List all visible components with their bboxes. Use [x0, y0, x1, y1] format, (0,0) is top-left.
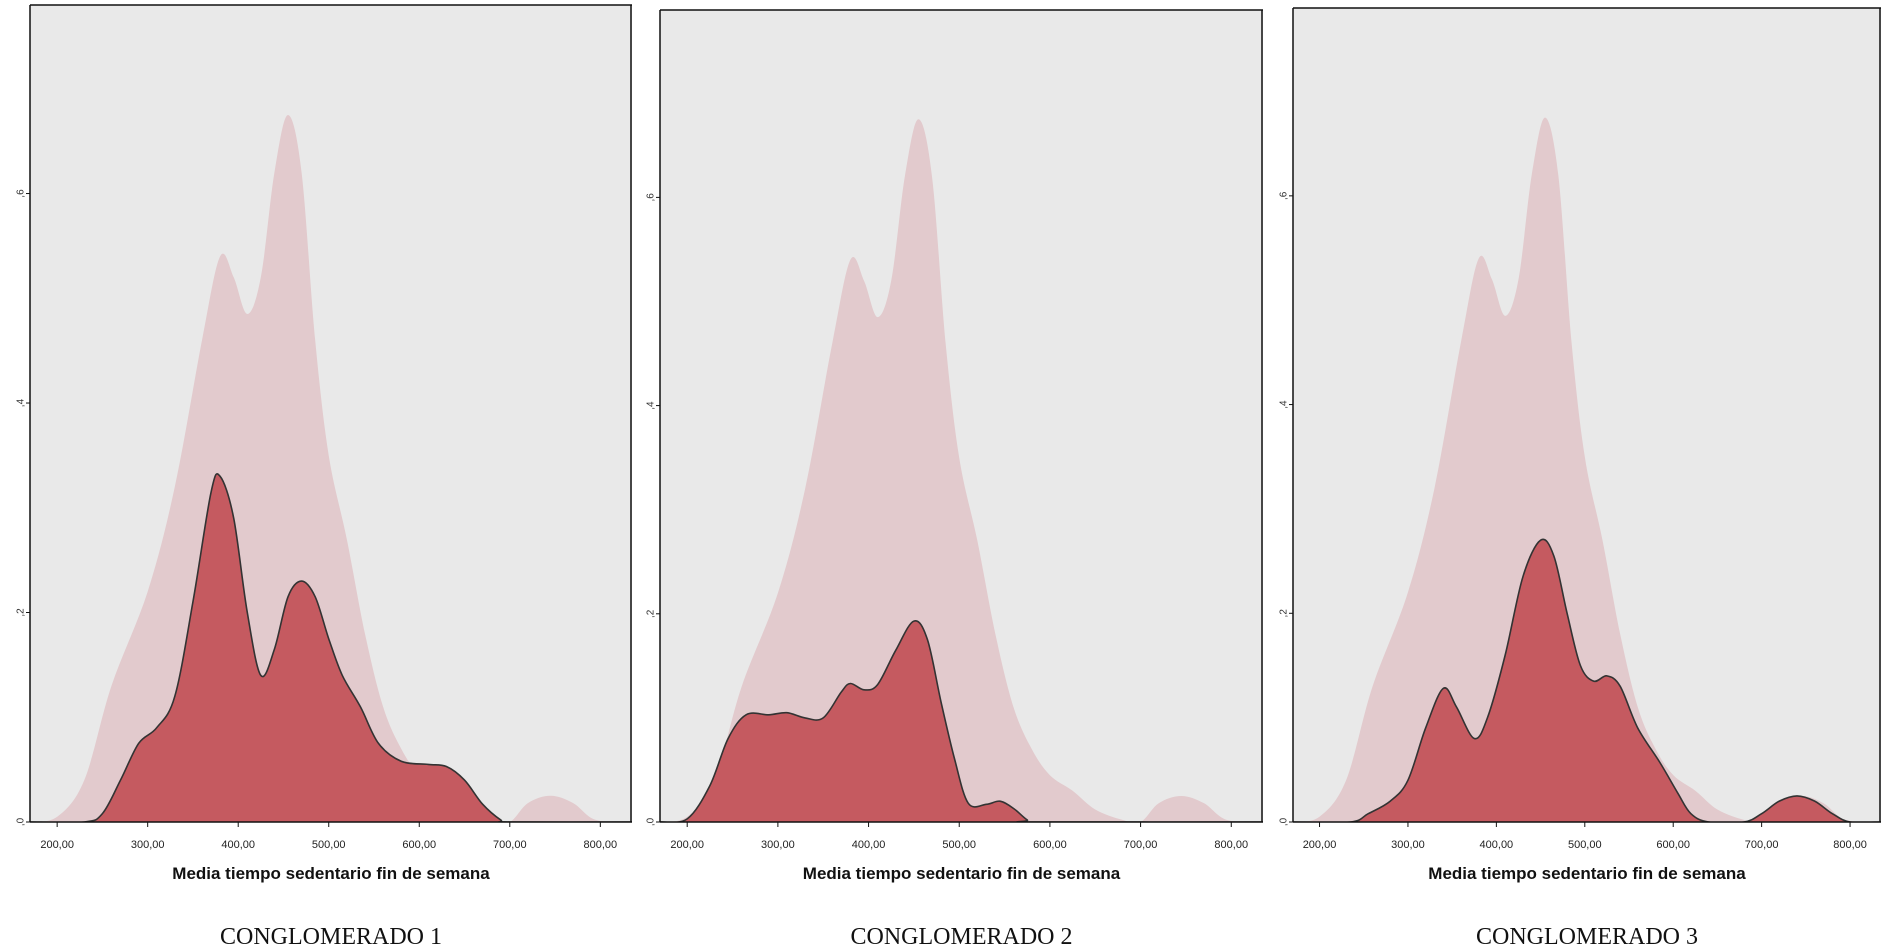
y-tick-label: ,4 — [1279, 400, 1290, 409]
x-tick-label: 200,00 — [40, 839, 74, 851]
x-tick-label: 200,00 — [1303, 839, 1337, 851]
x-tick-label: 600,00 — [402, 839, 436, 851]
x-tick-label: 800,00 — [1214, 839, 1248, 851]
x-tick-label: 200,00 — [670, 839, 704, 851]
x-tick-label: 600,00 — [1656, 839, 1690, 851]
y-tick-label: ,6 — [16, 189, 27, 198]
chart-panel-conglomerado-2: 200,00 300,00 400,00 500,00 600,00 700,00 800,… — [646, 9, 1263, 950]
cluster-density-outline — [660, 620, 1263, 822]
overall-density-area — [1293, 117, 1881, 822]
panel-caption: CONGLOMERADO 3 — [1476, 924, 1698, 950]
y-tick-label: ,0 — [16, 817, 27, 826]
x-tick-label: 300,00 — [131, 839, 165, 851]
chart-panel-conglomerado-1: 200,00 300,00 400,00 500,00 600,00 700,00 800,… — [16, 4, 632, 950]
x-axis-title: Media tiempo sedentario fin de semana — [803, 864, 1121, 883]
panel-caption: CONGLOMERADO 1 — [220, 924, 442, 950]
x-tick-label: 600,00 — [1033, 839, 1067, 851]
panel-caption: CONGLOMERADO 2 — [851, 924, 1073, 950]
x-tick-label: 400,00 — [221, 839, 255, 851]
x-tick-label: 300,00 — [1391, 839, 1425, 851]
x-tick-label: 400,00 — [1480, 839, 1514, 851]
x-tick-label: 700,00 — [493, 839, 527, 851]
y-tick-label: ,0 — [1279, 817, 1290, 826]
y-tick-label: ,4 — [646, 401, 657, 410]
y-tick-label: ,6 — [1279, 191, 1290, 200]
x-tick-label: 500,00 — [1568, 839, 1602, 851]
x-axis-title: Media tiempo sedentario fin de semana — [172, 864, 490, 883]
cluster-density-outline — [1293, 538, 1881, 822]
x-tick-label: 800,00 — [583, 839, 617, 851]
x-tick-label: 300,00 — [761, 839, 795, 851]
cluster-density-outline — [30, 473, 632, 822]
x-tick-label: 400,00 — [852, 839, 886, 851]
y-tick-label: ,4 — [16, 398, 27, 407]
x-tick-label: 700,00 — [1124, 839, 1158, 851]
x-tick-label: 500,00 — [942, 839, 976, 851]
cluster-density-area — [660, 620, 1263, 822]
x-tick-label: 700,00 — [1745, 839, 1779, 851]
chart-panel-conglomerado-3: 200,00 300,00 400,00 500,00 600,00 700,00 800,… — [1279, 7, 1881, 950]
cluster-density-area — [1293, 539, 1881, 822]
y-tick-label: ,0 — [646, 817, 657, 826]
x-axis-title: Media tiempo sedentario fin de semana — [1428, 864, 1746, 883]
x-tick-label: 500,00 — [312, 839, 346, 851]
x-tick-label: 800,00 — [1833, 839, 1867, 851]
overall-density-area — [660, 119, 1263, 822]
y-tick-label: ,2 — [1279, 609, 1290, 618]
y-tick-label: ,2 — [16, 608, 27, 617]
overall-density-area — [30, 115, 632, 822]
y-tick-label: ,2 — [646, 609, 657, 618]
y-tick-label: ,6 — [646, 193, 657, 202]
cluster-density-area — [30, 473, 632, 822]
